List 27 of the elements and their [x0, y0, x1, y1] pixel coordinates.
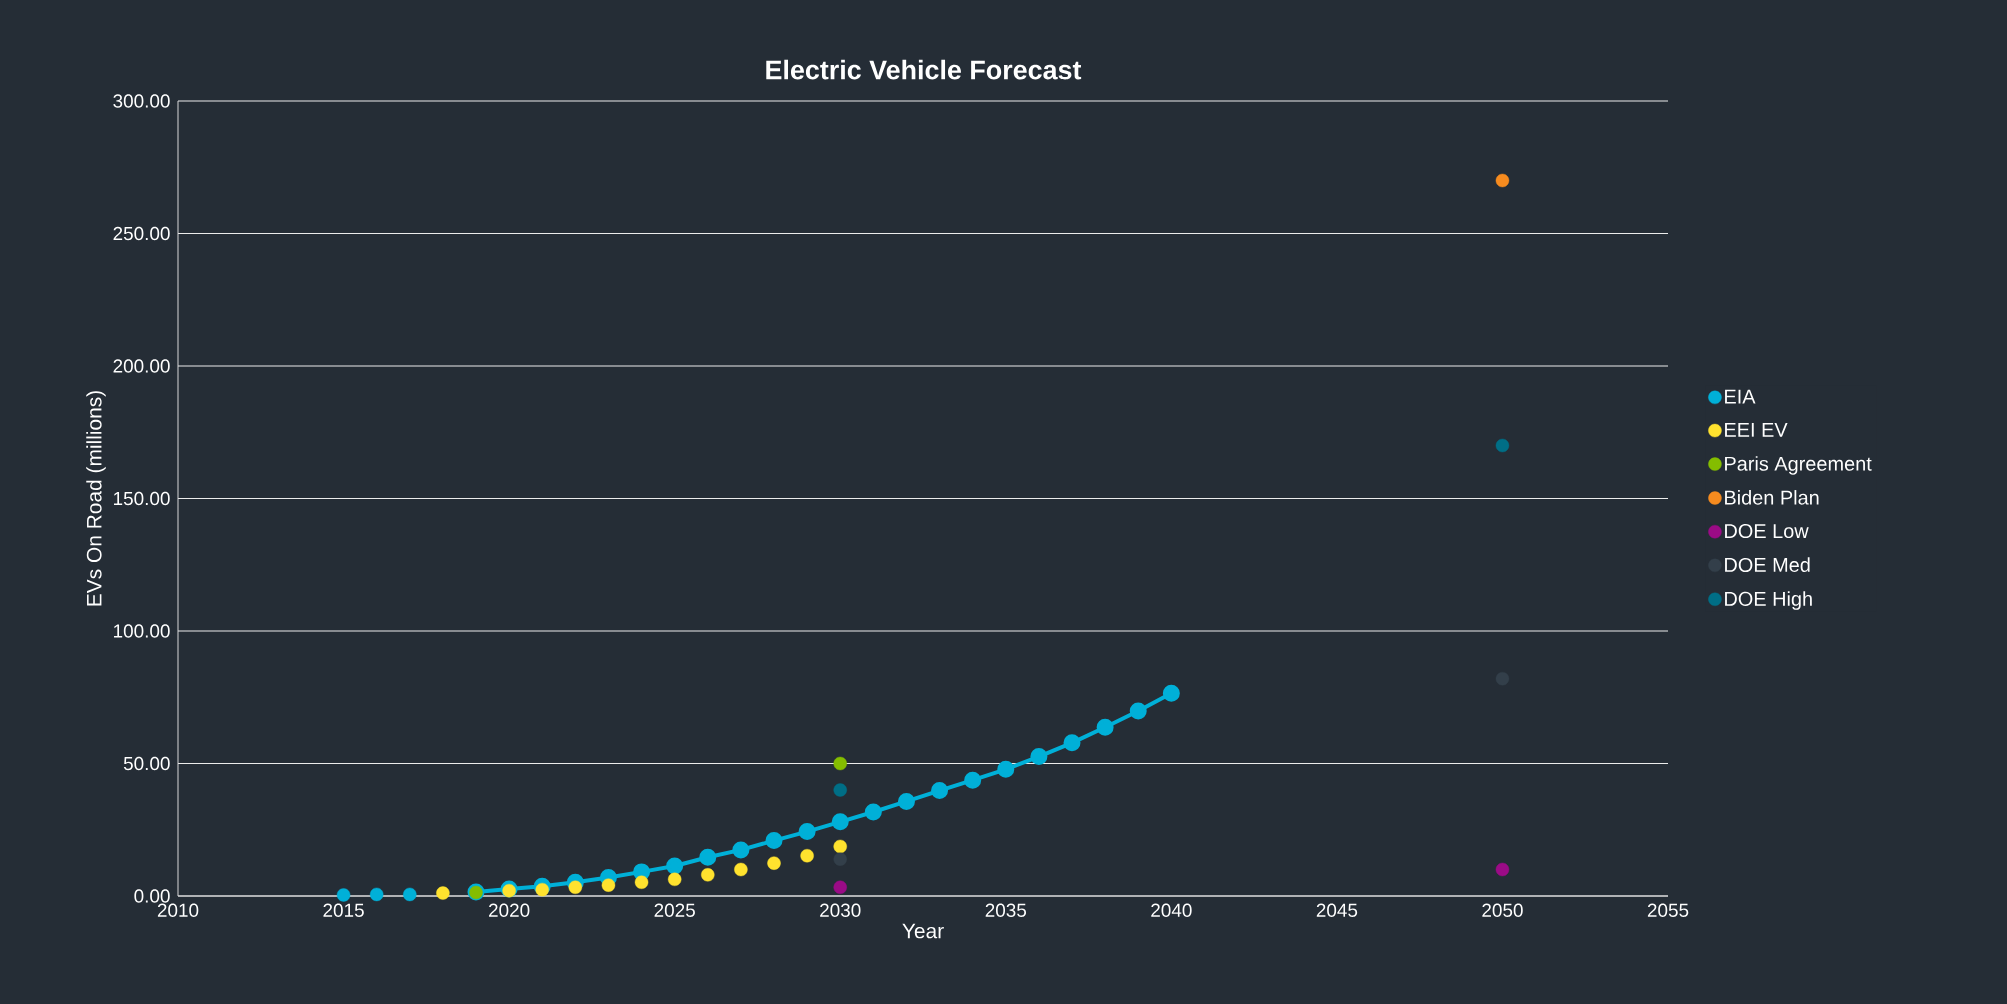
y-tick-label: 0.00: [134, 889, 170, 903]
x-axis-title: Year: [902, 923, 944, 939]
legend-label: Paris Agreement: [1725, 456, 1872, 475]
x-tick-label: 2040: [1151, 903, 1192, 917]
y-tick-label: 100.00: [114, 624, 170, 638]
y-tick-label: 150.00: [114, 491, 170, 506]
x-tick-label: 2035: [985, 903, 1027, 917]
y-tick-label: 300.00: [113, 94, 170, 108]
y-tick-label: 250.00: [113, 226, 170, 241]
y-tick-label: 200.00: [113, 359, 170, 373]
x-tick-label: 2030: [820, 903, 861, 917]
x-tick-label: 2020: [489, 903, 530, 917]
legend-label: EEI EV: [1725, 422, 1788, 437]
y-tick-label: 50.00: [123, 756, 170, 771]
x-tick-label: 2015: [323, 903, 364, 917]
x-tick-label: 2055: [1647, 903, 1689, 917]
x-tick-label: 2025: [654, 903, 695, 917]
legend-label: DOE Low: [1725, 523, 1809, 539]
legend-label: DOE Med: [1725, 557, 1810, 572]
legend-label: DOE High: [1725, 591, 1812, 610]
x-tick-label: 2045: [1316, 903, 1358, 917]
x-tick-label: 2050: [1482, 903, 1523, 917]
legend-label: Biden Plan: [1725, 490, 1819, 505]
y-axis-title: EVs On Road (millions): [86, 391, 106, 606]
x-tick-label: 2010: [157, 903, 199, 917]
legend-label: EIA: [1725, 389, 1756, 404]
chart-title: Electric Vehicle Forecast: [766, 59, 1082, 80]
